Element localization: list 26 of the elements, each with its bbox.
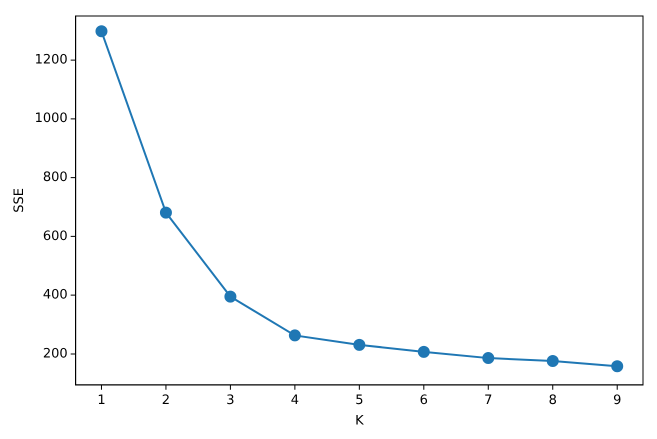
x-tick-label: 4 xyxy=(290,392,300,408)
point xyxy=(224,290,236,303)
y-tick-label: 1200 xyxy=(34,52,68,68)
point xyxy=(482,352,494,364)
x-tick-label: 2 xyxy=(162,392,170,408)
x-tick-label: 6 xyxy=(420,392,428,408)
y-tick-label: 200 xyxy=(42,346,68,362)
point xyxy=(288,329,301,342)
point xyxy=(546,354,559,367)
y-tick-label: 1000 xyxy=(34,111,68,126)
point xyxy=(418,346,430,358)
x-tick-label: 8 xyxy=(548,392,557,408)
point xyxy=(353,338,366,351)
x-tick-label: 1 xyxy=(97,392,106,408)
y-tick-label: 600 xyxy=(42,228,68,244)
y-tick-label: 400 xyxy=(42,288,68,303)
point xyxy=(95,25,108,38)
y-tick-label: 800 xyxy=(42,170,68,185)
point xyxy=(611,360,624,372)
y-axis-title: SSE xyxy=(12,188,28,213)
x-tick-label: 7 xyxy=(484,392,492,408)
x-axis-title: K xyxy=(355,414,364,429)
x-tick-label: 3 xyxy=(226,392,235,408)
point xyxy=(160,206,172,219)
x-tick-label: 5 xyxy=(355,392,364,408)
x-tick-label: 9 xyxy=(613,392,622,408)
